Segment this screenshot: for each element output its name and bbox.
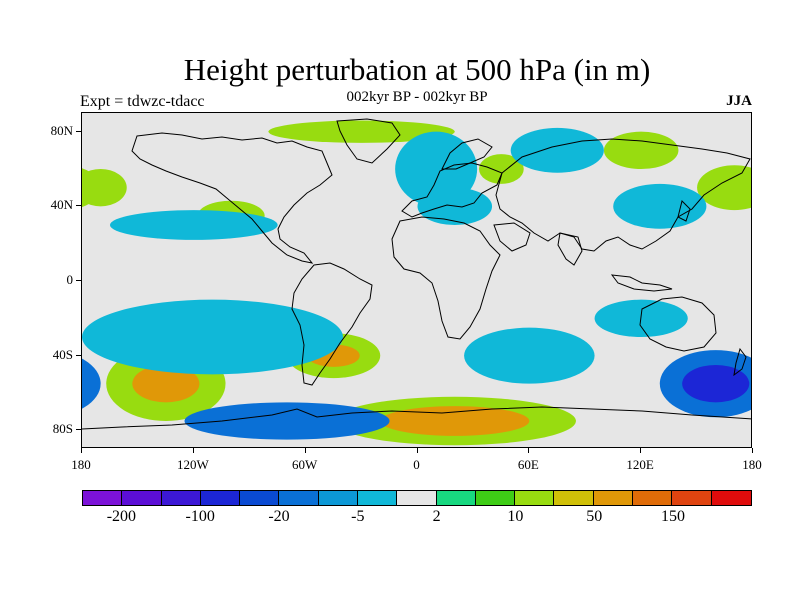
coastline-scandinavia — [441, 138, 493, 170]
lon-tick-label: 0 — [413, 457, 420, 472]
colorbar-swatch — [318, 491, 358, 505]
contour-region-9 — [479, 154, 524, 184]
lat-tick-mark — [76, 429, 81, 431]
colorbar-label: -5 — [351, 508, 365, 525]
colorbar-swatch — [475, 491, 516, 505]
coastline-africa — [391, 216, 501, 340]
coastline-south-america — [291, 262, 373, 386]
contour-region-18 — [613, 183, 707, 229]
lat-tick-label: 0 — [66, 272, 74, 287]
contour-region-12 — [603, 131, 679, 169]
contour-region-20 — [82, 299, 343, 375]
coastline-indonesia — [610, 274, 673, 292]
contour-region-21 — [464, 327, 595, 384]
season-label: JJA — [726, 93, 752, 109]
lat-tick-label: 80S — [52, 421, 73, 437]
contour-region-3 — [380, 406, 530, 436]
colorbar-swatch — [672, 491, 712, 505]
coastline-north-america — [131, 132, 333, 264]
colorbar-label: 50 — [586, 508, 603, 525]
field-layer — [82, 120, 751, 446]
lat-tick-mark — [76, 354, 81, 356]
lon-tick-label: 60W — [292, 457, 318, 472]
lon-tick-mark — [304, 448, 306, 453]
colorbar-label: 10 — [507, 508, 524, 525]
lon-tick-mark — [528, 448, 530, 453]
lat-tick-label: 80N — [50, 122, 73, 138]
lon-tick-label: 180 — [71, 457, 91, 472]
colorbar-label: -200 — [106, 508, 137, 525]
colorbar-swatch — [515, 491, 555, 505]
contour-region-17 — [510, 127, 604, 173]
lon-tick-label: 120E — [626, 457, 654, 472]
lon-tick-mark — [752, 448, 753, 453]
lon-tick-mark — [640, 448, 642, 453]
colorbar-label: -20 — [268, 508, 290, 525]
colorbar-swatch — [200, 491, 241, 505]
contour-region-5 — [132, 365, 200, 403]
lon-tick-mark — [416, 448, 418, 453]
lon-tick-mark — [192, 448, 194, 453]
lat-tick-label: 40N — [50, 197, 73, 213]
colorbar-label: -100 — [185, 508, 215, 525]
lon-tick-mark — [81, 448, 82, 453]
coastline-europe — [401, 162, 503, 218]
coastline-asia — [495, 138, 751, 252]
contour-region-0-wrap — [82, 358, 101, 409]
contour-region-19 — [109, 210, 278, 240]
contour-region-13-wrap — [745, 176, 751, 200]
colorbar-swatch — [161, 491, 201, 505]
coastline-india — [557, 232, 583, 266]
colorbar-swatch — [554, 491, 594, 505]
contour-region-8 — [184, 402, 390, 440]
colorbar — [82, 490, 752, 506]
colorbar-label: 150 — [661, 508, 685, 525]
contour-region-13 — [82, 169, 127, 207]
colorbar-swatch — [397, 491, 437, 505]
colorbar-swatch — [240, 491, 280, 505]
colorbar-swatch — [279, 491, 319, 505]
contour-region-1 — [682, 365, 750, 403]
colorbar-swatch — [357, 491, 398, 505]
lat-tick-mark — [76, 130, 81, 132]
contour-map — [82, 118, 751, 446]
coastline-arabia — [493, 222, 531, 252]
colorbar-swatch — [122, 491, 162, 505]
lon-tick-label: 60E — [517, 457, 539, 472]
chart-subtitle: 002kyr BP - 002kyr BP — [346, 89, 488, 105]
contour-region-11 — [697, 165, 751, 211]
coastline-australia — [639, 296, 717, 352]
coastline-japan — [677, 200, 691, 222]
lon-tick-label: 180 — [742, 457, 762, 472]
contour-region-15 — [395, 131, 478, 207]
colorbar-swatch — [632, 491, 673, 505]
colorbar-label: 2 — [432, 508, 441, 525]
coastline-layer — [82, 118, 751, 430]
map-panel — [81, 112, 752, 448]
coastline-new-zealand — [733, 347, 747, 377]
contour-region-10 — [268, 120, 455, 143]
colorbar-swatch — [83, 491, 123, 505]
chart-title: Height perturbation at 500 hPa (in m) — [183, 52, 651, 87]
lat-tick-label: 40S — [52, 346, 73, 362]
coastline-greenland — [336, 118, 401, 164]
colorbar-swatch — [593, 491, 633, 505]
coastline-antarctica — [82, 406, 751, 430]
colorbar-swatch — [711, 491, 751, 505]
lon-tick-label: 120W — [176, 457, 209, 472]
lat-tick-mark — [76, 280, 81, 281]
experiment-label: Expt = tdwzc-tdacc — [80, 93, 205, 110]
colorbar-swatch — [436, 491, 476, 505]
lat-tick-mark — [76, 205, 81, 207]
